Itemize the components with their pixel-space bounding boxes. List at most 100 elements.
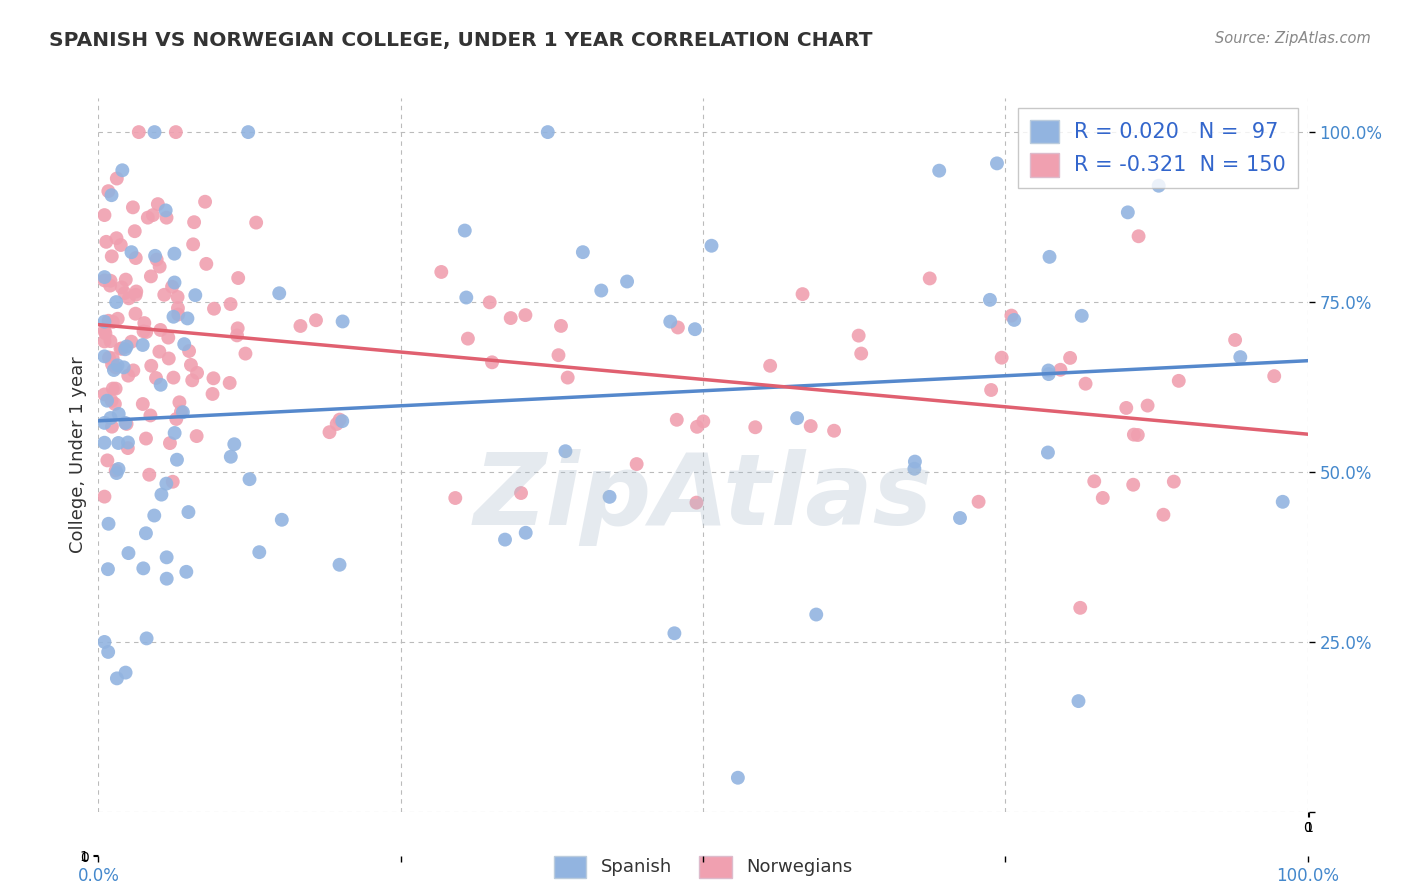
Point (105, 231, 128, 245)
Point (851, 346, 873, 360)
Point (683, 322, 706, 336)
Point (183, 215, 205, 229)
Point (329, 412, 352, 426)
Point (1229, 350, 1251, 364)
Point (96, 235, 118, 249)
Point (1074, 376, 1097, 391)
Point (104, 382, 127, 396)
Point (98, 351, 121, 365)
Point (328, 558, 350, 572)
Point (186, 429, 208, 443)
Point (135, 526, 157, 541)
Point (903, 462, 925, 476)
Point (170, 405, 193, 419)
Point (1038, 367, 1060, 381)
Point (125, 285, 148, 299)
Point (176, 565, 198, 579)
Point (148, 344, 170, 359)
Point (1067, 694, 1090, 708)
Point (457, 332, 479, 346)
Point (93, 334, 115, 349)
Point (104, 463, 127, 477)
Point (550, 318, 572, 333)
Point (666, 320, 689, 334)
Point (325, 417, 347, 431)
Point (136, 211, 159, 225)
Point (97, 314, 120, 328)
Point (686, 419, 709, 434)
Point (105, 672, 128, 686)
Point (1069, 600, 1091, 615)
Point (332, 314, 354, 328)
Point (1038, 250, 1060, 264)
Point (1152, 508, 1174, 522)
Point (599, 490, 621, 504)
Point (162, 310, 184, 324)
Point (201, 387, 224, 401)
Point (456, 291, 478, 305)
Point (100, 274, 122, 288)
Point (155, 211, 177, 225)
Point (226, 271, 249, 285)
Point (96, 453, 118, 467)
Point (664, 626, 686, 640)
Point (166, 290, 188, 304)
Point (1223, 333, 1246, 347)
Point (226, 321, 249, 335)
Point (224, 437, 246, 451)
Point (128, 125, 150, 139)
Point (1163, 475, 1185, 489)
Point (1036, 445, 1059, 459)
Point (156, 550, 179, 565)
Point (176, 311, 198, 326)
Point (202, 301, 225, 316)
Point (149, 323, 172, 337)
Point (1126, 428, 1149, 442)
Point (156, 572, 179, 586)
Point (100, 249, 122, 263)
Point (444, 491, 467, 505)
Point (904, 454, 927, 468)
Point (499, 311, 522, 326)
Point (1147, 178, 1170, 193)
Point (93, 635, 115, 649)
Point (557, 370, 579, 384)
Point (120, 334, 142, 349)
Point (537, 125, 560, 139)
Point (146, 197, 169, 211)
Point (478, 295, 501, 310)
Point (94, 326, 117, 341)
Point (135, 325, 157, 339)
Point (980, 383, 1002, 397)
Point (132, 324, 155, 338)
Point (928, 163, 950, 178)
Text: SPANISH VS NORWEGIAN COLLEGE, UNDER 1 YEAR CORRELATION CHART: SPANISH VS NORWEGIAN COLLEGE, UNDER 1 YE… (49, 31, 873, 50)
Point (1002, 313, 1025, 327)
Point (145, 371, 167, 385)
Point (93, 435, 115, 450)
Point (100, 393, 122, 408)
Point (1116, 205, 1139, 219)
Y-axis label: College, Under 1 year: College, Under 1 year (69, 357, 87, 553)
Point (114, 286, 136, 301)
Point (1271, 495, 1294, 509)
Point (1070, 309, 1092, 323)
Point (114, 272, 136, 286)
Point (143, 508, 166, 523)
Point (1122, 477, 1144, 491)
Point (510, 486, 533, 500)
Point (247, 545, 270, 559)
Point (101, 358, 124, 372)
Point (1038, 363, 1060, 377)
Point (149, 260, 172, 274)
Point (100, 188, 122, 202)
Point (990, 351, 1012, 365)
Point (165, 412, 187, 426)
Point (100, 334, 122, 348)
Point (93, 208, 115, 222)
Text: ZipAtlas: ZipAtlas (474, 450, 932, 546)
Point (93, 416, 115, 430)
Point (97, 562, 120, 576)
Point (1049, 363, 1071, 377)
Point (163, 246, 186, 260)
